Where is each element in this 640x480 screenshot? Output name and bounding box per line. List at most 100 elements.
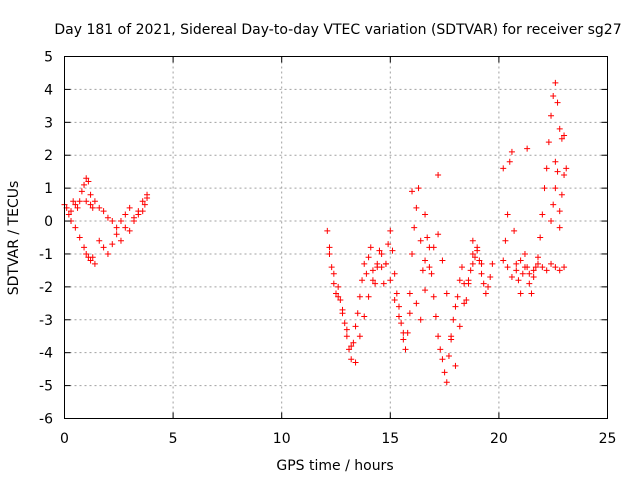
data-point bbox=[72, 224, 79, 231]
data-point bbox=[519, 270, 526, 277]
data-point bbox=[534, 260, 541, 267]
data-point bbox=[541, 185, 548, 192]
y-tick-label: -2 bbox=[39, 280, 53, 296]
data-point bbox=[85, 178, 92, 185]
data-point bbox=[563, 165, 570, 172]
data-point bbox=[350, 339, 357, 346]
data-point bbox=[534, 254, 541, 261]
data-point bbox=[452, 362, 459, 369]
data-point bbox=[141, 201, 148, 208]
data-point bbox=[326, 250, 333, 257]
data-point bbox=[96, 237, 103, 244]
data-point bbox=[448, 336, 455, 343]
data-point bbox=[341, 320, 348, 327]
data-point bbox=[556, 224, 563, 231]
data-point bbox=[100, 244, 107, 251]
data-point bbox=[356, 293, 363, 300]
data-point bbox=[515, 277, 522, 284]
grid-lines bbox=[64, 56, 608, 419]
chart-title: Day 181 of 2021, Sidereal Day-to-day VTE… bbox=[54, 22, 621, 38]
data-point bbox=[335, 293, 342, 300]
data-point bbox=[326, 244, 333, 251]
data-point bbox=[83, 250, 90, 257]
data-point bbox=[330, 270, 337, 277]
data-point bbox=[367, 244, 374, 251]
data-point bbox=[478, 260, 485, 267]
data-point bbox=[100, 208, 107, 215]
y-tick-label: 4 bbox=[44, 82, 53, 98]
data-point bbox=[432, 313, 439, 320]
data-point bbox=[378, 250, 385, 257]
data-point bbox=[387, 227, 394, 234]
data-point bbox=[117, 218, 124, 225]
y-tick-label: 3 bbox=[44, 115, 53, 131]
data-point bbox=[443, 379, 450, 386]
data-point bbox=[467, 267, 474, 274]
data-point bbox=[469, 250, 476, 257]
y-tick-label: 1 bbox=[44, 181, 53, 197]
data-point bbox=[393, 290, 400, 297]
x-tick-label: 15 bbox=[381, 431, 399, 447]
data-point bbox=[391, 297, 398, 304]
data-point bbox=[343, 326, 350, 333]
data-point bbox=[417, 237, 424, 244]
data-point bbox=[70, 198, 77, 205]
data-point bbox=[539, 264, 546, 271]
data-point bbox=[506, 158, 513, 165]
data-point bbox=[382, 260, 389, 267]
data-point bbox=[369, 277, 376, 284]
data-point bbox=[122, 211, 129, 218]
data-point bbox=[81, 244, 88, 251]
data-point bbox=[556, 267, 563, 274]
data-point bbox=[454, 293, 461, 300]
data-point bbox=[508, 273, 515, 280]
data-point bbox=[504, 264, 511, 271]
data-point bbox=[445, 352, 452, 359]
data-point bbox=[144, 195, 151, 202]
data-point bbox=[524, 145, 531, 152]
data-point bbox=[104, 214, 111, 221]
data-point bbox=[456, 277, 463, 284]
data-point bbox=[354, 310, 361, 317]
data-point bbox=[430, 293, 437, 300]
data-point bbox=[365, 254, 372, 261]
data-point bbox=[537, 234, 544, 241]
data-point bbox=[113, 224, 120, 231]
x-tick-label: 10 bbox=[273, 431, 291, 447]
data-point bbox=[458, 264, 465, 271]
data-point bbox=[72, 201, 79, 208]
data-point bbox=[548, 112, 555, 119]
y-axis-label: SDTVAR / TECUs bbox=[6, 181, 22, 296]
data-point bbox=[521, 250, 528, 257]
data-point bbox=[398, 320, 405, 327]
data-point bbox=[335, 283, 342, 290]
data-point bbox=[422, 257, 429, 264]
data-point bbox=[543, 165, 550, 172]
data-point bbox=[550, 92, 557, 99]
data-point bbox=[521, 264, 528, 271]
data-point bbox=[545, 139, 552, 146]
data-point bbox=[502, 237, 509, 244]
data-point bbox=[406, 290, 413, 297]
data-point bbox=[539, 211, 546, 218]
data-point bbox=[400, 336, 407, 343]
data-point bbox=[415, 185, 422, 192]
data-point bbox=[556, 125, 563, 132]
data-point bbox=[409, 188, 416, 195]
data-point bbox=[113, 231, 120, 238]
data-point bbox=[83, 175, 90, 182]
data-point bbox=[463, 297, 470, 304]
data-point bbox=[422, 211, 429, 218]
data-point bbox=[413, 300, 420, 307]
data-point bbox=[333, 290, 339, 297]
data-point bbox=[469, 237, 476, 244]
data-point bbox=[83, 198, 90, 205]
data-point bbox=[337, 297, 344, 304]
data-point bbox=[78, 188, 85, 195]
data-point bbox=[81, 181, 88, 188]
plot-frame bbox=[64, 56, 608, 419]
data-point bbox=[87, 257, 94, 264]
data-point bbox=[391, 270, 398, 277]
data-point bbox=[435, 231, 442, 238]
data-point bbox=[439, 356, 446, 363]
